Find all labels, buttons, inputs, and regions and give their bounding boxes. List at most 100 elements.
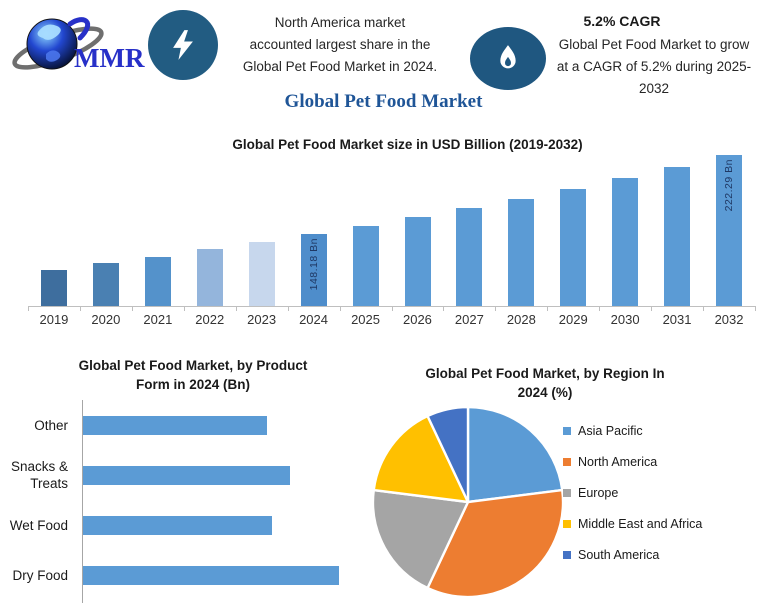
- text-line: 2024 (%): [517, 385, 573, 400]
- pie-slice-south-america: [426, 405, 470, 504]
- x-axis-tick: [443, 306, 445, 311]
- x-axis-tick: [28, 306, 29, 311]
- headline-text: North America market accounted largest sh…: [220, 12, 460, 78]
- x-axis-label-2020: 2020: [91, 312, 121, 327]
- product-form-row: Snacks & Treats: [0, 450, 365, 500]
- legend-item-north-america: North America: [563, 454, 767, 485]
- product-form-axis-line: [82, 400, 83, 603]
- hbar-dry-food: [82, 565, 339, 585]
- text-line: Form in 2024 (Bn): [135, 377, 251, 392]
- product-form-row: Wet Food: [0, 500, 365, 550]
- bar-2021: [144, 257, 171, 306]
- x-axis-labels: 2019 2020 2021 2022 2023 2024 2025 2026 2027 2028…: [28, 312, 755, 332]
- legend-marker-icon: [563, 489, 571, 497]
- hbar-other: [82, 415, 267, 435]
- text-line: at a CAGR of 5.2% during 2025-: [556, 59, 752, 74]
- legend-item-south-america: South America: [563, 547, 767, 578]
- legend-label: Europe: [578, 486, 619, 500]
- x-axis-label-2029: 2029: [558, 312, 588, 327]
- pie-slice-middle-east-and-africa: [372, 414, 470, 504]
- product-form-row: Other: [0, 400, 365, 450]
- bar-2029: [560, 189, 587, 306]
- x-axis-label-2032: 2032: [714, 312, 744, 327]
- lightning-badge: [148, 10, 218, 80]
- x-axis-label-2025: 2025: [351, 312, 380, 327]
- cagr-title: 5.2% CAGR: [583, 13, 661, 29]
- lightning-icon: [173, 30, 193, 60]
- bar-2031: [664, 167, 691, 306]
- bar-2022: [196, 249, 223, 306]
- x-axis-label-2027: 2027: [454, 312, 484, 327]
- page-title: Global Pet Food Market: [284, 91, 483, 112]
- bar-value-label-2032: 222.29 Bn: [723, 159, 735, 212]
- cagr-text: Global Pet Food Market to grow at a CAGR …: [540, 34, 767, 100]
- x-axis-label-2026: 2026: [402, 312, 432, 327]
- mmr-logo: MMR: [8, 4, 146, 80]
- legend-marker-icon: [563, 551, 571, 559]
- text-line: North America market: [274, 15, 406, 30]
- bar-2026: [404, 217, 431, 306]
- text-line: 2032: [638, 81, 670, 96]
- product-form-chart-title: Global Pet Food Market, by Product Form i…: [23, 356, 363, 394]
- region-pie-title: Global Pet Food Market, by Region In 2024…: [380, 364, 710, 402]
- x-axis-tick: [703, 306, 705, 311]
- x-axis-tick: [651, 306, 653, 311]
- x-axis-label-2024: 2024: [299, 312, 328, 327]
- hbar-wet-food: [82, 515, 272, 535]
- x-axis-tick: [391, 306, 393, 311]
- x-axis-label-2019: 2019: [39, 312, 69, 327]
- text-line: Global Pet Food Market to grow: [558, 37, 750, 52]
- x-axis-tick: [287, 306, 289, 311]
- legend-marker-icon: [563, 427, 571, 435]
- bar-value-label-2024: 148.18 Bn: [307, 238, 320, 291]
- legend-label: North America: [578, 455, 658, 469]
- bar-2032: 222.29 Bn: [716, 155, 742, 306]
- legend-item-middle-east-and-africa: Middle East and Africa: [563, 516, 767, 547]
- legend-item-europe: Europe: [563, 485, 767, 516]
- x-axis-label-2031: 2031: [662, 312, 692, 327]
- text-line: Global Pet Food Market, by Product: [78, 358, 308, 373]
- product-form-row: Dry Food: [0, 550, 365, 600]
- bar-2023: [248, 242, 275, 306]
- text-line: Global Pet Food Market, by Region In: [425, 366, 665, 381]
- market-size-plot: 148.18 Bn 222.29 Bn: [28, 155, 755, 306]
- category-label-dry-food: Dry Food: [12, 567, 68, 583]
- flame-badge: [470, 27, 546, 90]
- bar-2020: [92, 263, 119, 306]
- x-axis-tick: [599, 306, 601, 311]
- x-axis-label-2028: 2028: [506, 312, 536, 327]
- category-label-wet-food: Wet Food: [9, 517, 68, 533]
- x-axis-tick: [547, 306, 549, 311]
- x-axis-label-2030: 2030: [610, 312, 640, 327]
- x-axis-tick: [131, 306, 133, 311]
- x-axis-tick: [183, 306, 185, 311]
- legend-item-asia-pacific: Asia Pacific: [563, 423, 767, 454]
- bar-2025: [352, 226, 379, 306]
- x-axis-label-2021: 2021: [143, 312, 173, 327]
- text-line: accounted largest share in the: [249, 37, 431, 52]
- text-line: Global Pet Food Market in 2024.: [242, 59, 438, 74]
- category-label-other: Other: [34, 417, 68, 433]
- x-axis-label-2023: 2023: [247, 312, 277, 327]
- x-axis-tick: [495, 306, 497, 311]
- product-form-plot: Other Snacks & Treats Wet Food Dry Food: [0, 400, 365, 603]
- x-axis-tick: [339, 306, 341, 311]
- legend-marker-icon: [563, 520, 571, 528]
- bar-2019: [41, 270, 67, 306]
- region-legend: Asia Pacific North America Europe Middle Ea…: [563, 423, 767, 578]
- legend-marker-icon: [563, 458, 571, 466]
- legend-label: Middle East and Africa: [578, 517, 703, 531]
- bar-2024: 148.18 Bn: [300, 234, 327, 306]
- logo-text: MMR: [74, 43, 145, 73]
- globe-icon: MMR: [12, 17, 145, 73]
- bar-2027: [456, 208, 483, 306]
- flame-icon: [500, 44, 516, 68]
- x-axis-label-2022: 2022: [195, 312, 225, 327]
- hbar-snacks-treats: [82, 465, 290, 485]
- x-axis-tick: [235, 306, 237, 311]
- category-label-snacks-treats: Snacks & Treats: [10, 459, 68, 491]
- x-axis-tick: [755, 306, 756, 311]
- x-axis-tick: [79, 306, 81, 311]
- bar-2028: [508, 199, 535, 306]
